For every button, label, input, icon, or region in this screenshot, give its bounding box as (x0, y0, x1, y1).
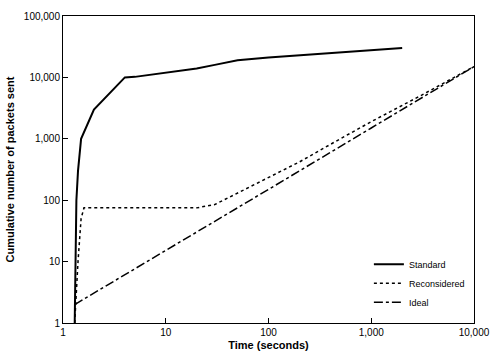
svg-text:Time (seconds): Time (seconds) (228, 339, 309, 351)
svg-text:10,000: 10,000 (459, 327, 490, 338)
svg-text:1: 1 (54, 318, 60, 329)
svg-text:100: 100 (43, 195, 60, 206)
svg-text:1,000: 1,000 (35, 133, 60, 144)
svg-text:1,000: 1,000 (359, 327, 384, 338)
svg-text:10: 10 (49, 256, 61, 267)
svg-text:1: 1 (60, 327, 66, 338)
svg-text:Ideal: Ideal (409, 298, 429, 308)
svg-text:100,000: 100,000 (24, 11, 61, 22)
svg-text:100: 100 (260, 327, 277, 338)
svg-text:10: 10 (160, 327, 172, 338)
svg-text:10,000: 10,000 (29, 72, 60, 83)
svg-text:Reconsidered: Reconsidered (409, 279, 465, 289)
svg-text:Standard: Standard (409, 260, 446, 270)
svg-text:Cumulative number of packets s: Cumulative number of packets sent (4, 76, 16, 262)
